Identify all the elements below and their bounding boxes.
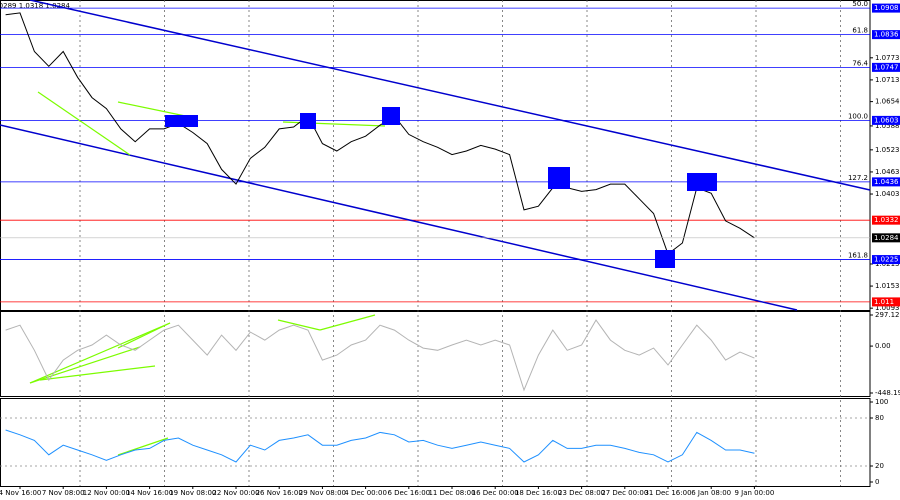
y-tick-label: 1.0523	[875, 146, 900, 154]
divergence-line	[277, 319, 321, 331]
x-tick-label: 4 Nov 16:00	[0, 489, 41, 497]
level-label: 1.0436	[874, 178, 899, 186]
panel-frame	[0, 311, 871, 397]
y-tick-label: 0	[875, 478, 879, 486]
divergence-line	[117, 437, 169, 456]
level-box	[872, 30, 900, 40]
channel-line	[0, 124, 798, 311]
x-tick-label: 18 Dec 16:00	[515, 489, 562, 497]
marker-box	[548, 167, 570, 189]
x-tick-label: 9 Jan 00:00	[734, 489, 774, 497]
level-box	[872, 215, 900, 225]
level-box	[872, 62, 900, 72]
price-label: 1.0284	[874, 234, 899, 242]
y-tick-label: 80	[875, 414, 884, 422]
divergence-line	[39, 365, 156, 381]
fib-label: 61.8	[852, 27, 868, 35]
level-label: 1.0603	[874, 116, 899, 124]
y-tick-label: 20	[875, 462, 884, 470]
y-tick-label: 297.1261	[875, 311, 900, 319]
level-box	[872, 177, 900, 187]
price-box	[872, 233, 900, 243]
marker-box	[687, 173, 717, 191]
x-tick-label: 7 Nov 08:00	[42, 489, 85, 497]
level-label: 1.011	[874, 298, 894, 306]
marker-box	[165, 115, 198, 127]
x-tick-label: 4 Dec 00:00	[344, 489, 387, 497]
level-label: 1.0225	[874, 256, 899, 264]
divergence-line	[319, 314, 376, 331]
x-tick-label: 6 Dec 16:00	[387, 489, 430, 497]
divergence-line	[29, 346, 141, 384]
marker-box	[382, 107, 400, 125]
ohlc-info: 1.0289 1.0318 1.0284	[0, 2, 70, 10]
level-label: 1.0747	[874, 63, 899, 71]
y-tick-label: 1.0773	[875, 54, 900, 62]
fib-label: 50.0	[852, 0, 868, 8]
y-tick-label: 1.0713	[875, 76, 900, 84]
level-label: 1.0332	[874, 216, 899, 224]
y-tick-label: 1.0588	[875, 122, 900, 130]
level-box	[872, 115, 900, 125]
x-tick-label: 23 Dec 08:00	[558, 489, 605, 497]
x-tick-label: 11 Dec 08:00	[428, 489, 475, 497]
level-box	[872, 3, 900, 13]
y-tick-label: -448.195	[875, 389, 900, 397]
fib-label: 127.2	[848, 174, 868, 182]
series-line	[5, 12, 755, 255]
x-tick-label: 6 Jan 08:00	[691, 489, 731, 497]
x-tick-label: 31 Dec 16:00	[644, 489, 691, 497]
x-tick-label: 14 Nov 16:00	[126, 489, 173, 497]
y-tick-label: 1.0153	[875, 282, 900, 290]
fib-label: 161.8	[848, 252, 868, 260]
divergence-line	[37, 91, 131, 156]
divergence-line	[117, 322, 171, 349]
level-box	[872, 255, 900, 265]
x-tick-label: 16 Dec 00:00	[472, 489, 519, 497]
level-label: 1.0836	[874, 31, 899, 39]
marker-box	[300, 113, 316, 129]
x-tick-label: 12 Nov 00:00	[83, 489, 130, 497]
marker-box	[655, 250, 675, 268]
level-box	[872, 297, 900, 307]
y-tick-label: 1.0654	[875, 98, 900, 106]
x-tick-label: 22 Nov 00:00	[212, 489, 259, 497]
x-tick-label: 29 Nov 08:00	[299, 489, 346, 497]
y-tick-label: 100	[875, 398, 888, 406]
x-tick-label: 19 Nov 08:00	[169, 489, 216, 497]
series-line	[5, 429, 755, 463]
fib-label: 100.0	[848, 112, 868, 120]
x-tick-label: 27 Dec 00:00	[601, 489, 648, 497]
x-tick-label: 26 Nov 16:00	[256, 489, 303, 497]
level-label: 1.0908	[874, 4, 899, 12]
y-tick-label: 1.0403	[875, 190, 900, 198]
y-tick-label: 1.0093	[875, 304, 900, 312]
fib-label: 76.4	[852, 59, 868, 67]
y-tick-label: 0.00	[875, 342, 891, 350]
y-tick-label: 1.0463	[875, 168, 900, 176]
panel-frame	[0, 398, 871, 487]
series-line	[5, 319, 755, 392]
channel-line	[29, 0, 871, 191]
panel-frame	[0, 0, 871, 311]
